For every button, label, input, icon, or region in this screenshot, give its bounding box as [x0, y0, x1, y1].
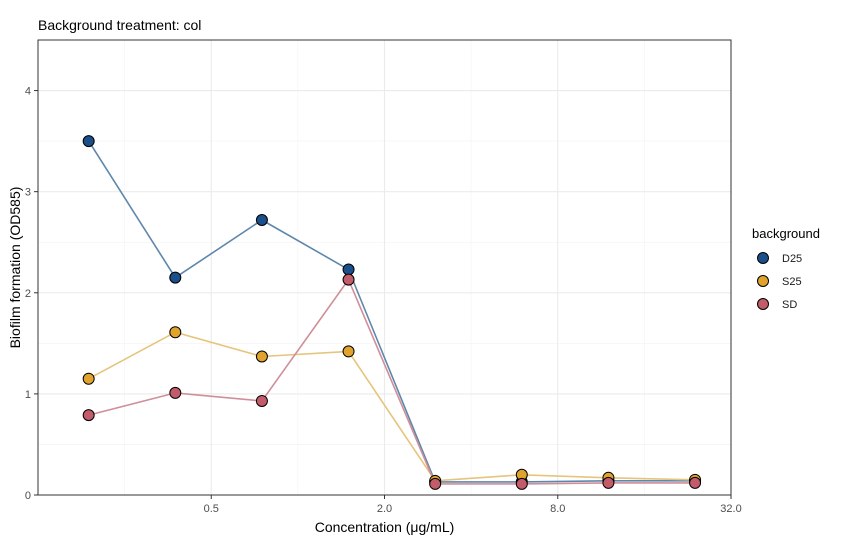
- point-sd: [689, 476, 702, 489]
- point-s25: [342, 345, 355, 358]
- point-sd: [255, 394, 268, 407]
- y-tick-label: 1: [25, 389, 31, 401]
- series-line-sd: [88, 277, 695, 485]
- point-d25: [169, 271, 182, 284]
- y-tick-label: 4: [25, 86, 31, 98]
- series-line-d25: [88, 140, 695, 483]
- point-s25: [169, 326, 182, 339]
- grid: [38, 39, 732, 496]
- point-s25: [255, 350, 268, 363]
- point-s25: [82, 372, 95, 385]
- point-d25: [82, 135, 95, 148]
- y-tick-label: 0: [25, 490, 31, 502]
- y-tick-label: 2: [25, 288, 31, 300]
- legend-label-d25: D25: [782, 253, 802, 265]
- legend-key-sd: [757, 298, 769, 310]
- chart-title: Background treatment: col: [38, 17, 201, 33]
- x-tick-label: 0.5: [204, 503, 219, 515]
- series-points: [82, 135, 702, 490]
- legend: background D25 S25 SD: [752, 226, 820, 311]
- point-d25: [342, 263, 355, 276]
- x-axis-title: Concentration (μg/mL): [315, 519, 455, 535]
- point-sd: [429, 477, 442, 490]
- legend-label-s25: S25: [782, 276, 802, 288]
- y-axis-title: Biofilm formation (OD585): [7, 187, 23, 349]
- legend-key-d25: [757, 252, 769, 264]
- legend-label-sd: SD: [782, 299, 797, 311]
- x-axis: 0.5 2.0 8.0 32.0: [204, 495, 742, 515]
- legend-key-s25: [757, 275, 769, 287]
- point-sd: [342, 273, 355, 286]
- legend-title: background: [752, 226, 820, 241]
- series-line-s25: [88, 331, 696, 482]
- x-tick-label: 32.0: [720, 503, 741, 515]
- point-sd: [602, 476, 615, 489]
- point-sd: [82, 409, 95, 422]
- x-tick-label: 2.0: [377, 503, 392, 515]
- series-lines: [88, 140, 696, 485]
- y-axis: 0 1 2 3 4: [25, 86, 38, 502]
- x-tick-label: 8.0: [550, 503, 565, 515]
- y-tick-label: 3: [25, 187, 31, 199]
- point-sd: [515, 477, 528, 490]
- point-d25: [255, 213, 268, 226]
- point-sd: [169, 386, 182, 399]
